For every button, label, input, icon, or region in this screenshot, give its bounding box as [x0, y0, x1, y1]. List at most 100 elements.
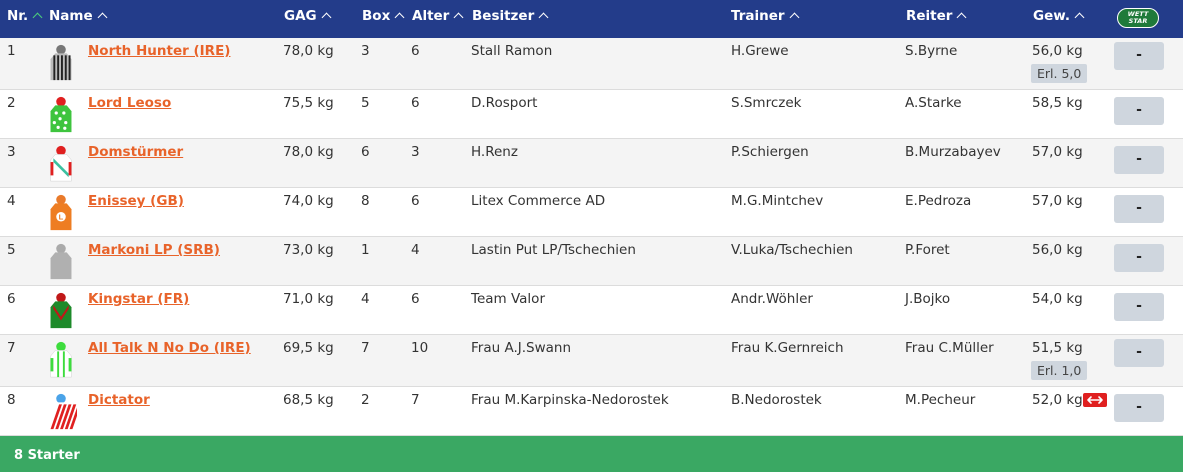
chevron-up-icon [538, 12, 549, 23]
chevron-up-icon [394, 12, 405, 23]
cell-box: 4 [361, 291, 370, 307]
cell-reiter: A.Starke [905, 95, 962, 111]
cell-nr: 3 [7, 144, 16, 160]
col-label-trainer: Trainer [731, 8, 785, 24]
cell-gag: 75,5 kg [283, 95, 334, 111]
bet-button[interactable]: - [1114, 97, 1164, 125]
weight-allowance-badge: Erl. 1,0 [1031, 361, 1088, 380]
cell-alter: 3 [411, 144, 420, 160]
bet-button[interactable]: - [1114, 195, 1164, 223]
cell-trainer: S.Smrczek [731, 95, 802, 111]
jockey-silk-icon [45, 391, 81, 431]
cell-gew: 54,0 kg [1032, 291, 1083, 307]
table-header: Nr. Name GAG Box Alter Besitzer Trainer … [0, 0, 1183, 38]
table-row: 5 Markoni LP (SRB) 73,0 kg 1 4 Lastin Put LP/… [0, 237, 1183, 286]
chevron-up-icon [321, 12, 332, 23]
jockey-silk-icon [45, 94, 77, 134]
cell-besitzer: Stall Ramon [471, 43, 553, 59]
col-label-gew: Gew. [1033, 8, 1070, 24]
cell-nr: 8 [7, 392, 16, 408]
cell-reiter: B.Murzabayev [905, 144, 1001, 160]
cell-besitzer: Litex Commerce AD [471, 193, 606, 209]
cell-besitzer: Team Valor [471, 291, 545, 307]
cell-gew: 56,0 kg [1032, 43, 1083, 59]
col-label-box: Box [362, 8, 391, 24]
weight-allowance-badge: Erl. 5,0 [1031, 64, 1088, 83]
bet-button[interactable]: - [1114, 394, 1164, 422]
cell-besitzer: Frau M.Karpinska-Nedorostek [471, 392, 669, 408]
cell-trainer: V.Luka/Tschechien [731, 242, 853, 258]
cell-trainer: Andr.Wöhler [731, 291, 813, 307]
col-label-gag: GAG [284, 8, 317, 24]
horse-name-link[interactable]: Markoni LP (SRB) [88, 242, 220, 258]
sort-name[interactable]: Name [49, 0, 108, 38]
col-label-reiter: Reiter [906, 8, 953, 24]
cell-gew: 57,0 kg [1032, 144, 1083, 160]
wettstar-logo: WETT STAR [1117, 8, 1159, 28]
bet-button[interactable]: - [1114, 339, 1164, 367]
bet-button[interactable]: - [1114, 42, 1164, 70]
chevron-up-icon [32, 12, 43, 23]
cell-alter: 6 [411, 43, 420, 59]
cell-alter: 6 [411, 95, 420, 111]
horse-name-link[interactable]: Lord Leoso [88, 95, 172, 111]
cell-gag: 68,5 kg [283, 392, 334, 408]
cell-reiter: E.Pedroza [905, 193, 972, 209]
table-row: 4 Enissey (GB) 74,0 kg 8 6 Litex Commerce AD M… [0, 188, 1183, 237]
sort-box[interactable]: Box [362, 0, 405, 38]
cell-nr: 2 [7, 95, 16, 111]
cell-alter: 6 [411, 193, 420, 209]
cell-box: 2 [361, 392, 370, 408]
cell-box: 5 [361, 95, 370, 111]
bet-button[interactable]: - [1114, 244, 1164, 272]
cell-gag: 69,5 kg [283, 340, 334, 356]
horse-name-link[interactable]: Kingstar (FR) [88, 291, 190, 307]
cell-gag: 78,0 kg [283, 144, 334, 160]
cell-alter: 7 [411, 392, 420, 408]
cell-reiter: P.Foret [905, 242, 950, 258]
chevron-up-icon [957, 12, 967, 23]
col-label-nr: Nr. [7, 8, 29, 24]
cell-box: 8 [361, 193, 370, 209]
table-row: 6 Kingstar (FR) 71,0 kg 4 6 Team Valor Andr.Wö… [0, 286, 1183, 335]
table-row: 2 Lord Leoso 75,5 kg 5 6 D.Rosport S.Smrczek A.… [0, 90, 1183, 139]
cell-trainer: M.G.Mintchev [731, 193, 824, 209]
cell-alter: 4 [411, 242, 420, 258]
cell-nr: 1 [7, 43, 16, 59]
cell-gag: 78,0 kg [283, 43, 334, 59]
cell-box: 6 [361, 144, 370, 160]
chevron-up-icon [1074, 12, 1085, 23]
sort-alter[interactable]: Alter [412, 0, 464, 38]
sort-trainer[interactable]: Trainer [731, 0, 799, 38]
horse-name-link[interactable]: Enissey (GB) [88, 193, 184, 209]
cell-gew: 52,0 kg [1032, 392, 1083, 408]
table-row: 8 Dictator 68,5 kg 2 7 Frau M.Karpinska-Nedor… [0, 387, 1183, 436]
sort-gew[interactable]: Gew. [1033, 0, 1085, 38]
swap-arrows-icon [1083, 393, 1107, 407]
col-label-besitzer: Besitzer [472, 8, 535, 24]
cell-reiter: M.Pecheur [905, 392, 976, 408]
cell-nr: 4 [7, 193, 16, 209]
horse-name-link[interactable]: All Talk N No Do (IRE) [88, 340, 251, 356]
cell-trainer: B.Nedorostek [731, 392, 822, 408]
chevron-up-icon [453, 12, 464, 23]
horse-name-link[interactable]: North Hunter (IRE) [88, 43, 231, 59]
sort-nr[interactable]: Nr. [7, 0, 43, 38]
cell-alter: 6 [411, 291, 420, 307]
cell-box: 3 [361, 43, 370, 59]
bet-button[interactable]: - [1114, 146, 1164, 174]
cell-gag: 74,0 kg [283, 193, 334, 209]
starter-count: 8 Starter [0, 436, 1183, 472]
cell-nr: 5 [7, 242, 16, 258]
sort-reiter[interactable]: Reiter [906, 0, 967, 38]
horse-name-link[interactable]: Domstürmer [88, 144, 184, 160]
horse-name-link[interactable]: Dictator [88, 392, 150, 408]
cell-reiter: J.Bojko [905, 291, 951, 307]
table-row: 7 All Talk N No Do (IRE) 69,5 kg 7 10 Frau A.… [0, 335, 1183, 387]
cell-besitzer: D.Rosport [471, 95, 538, 111]
bet-button[interactable]: - [1114, 293, 1164, 321]
table-row: 3 Domstürmer 78,0 kg 6 3 H.Renz P.Schiergen B.M… [0, 139, 1183, 188]
cell-trainer: P.Schiergen [731, 144, 809, 160]
sort-besitzer[interactable]: Besitzer [472, 0, 549, 38]
sort-gag[interactable]: GAG [284, 0, 332, 38]
